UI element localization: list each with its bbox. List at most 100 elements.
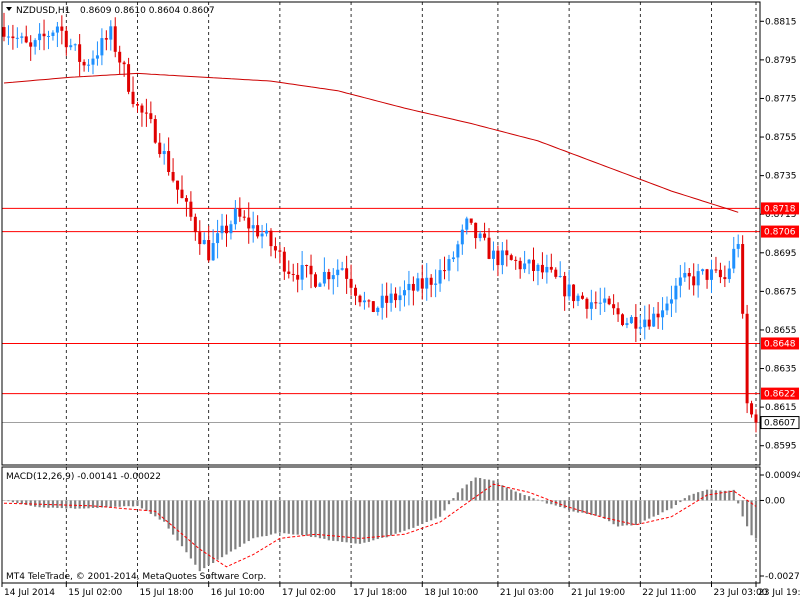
y-tick-label: 0.8795 — [765, 56, 797, 66]
candle-body — [144, 112, 148, 114]
candle-body — [621, 314, 625, 326]
candle-body — [282, 251, 286, 272]
y-tick-label: 0.8655 — [765, 326, 797, 336]
candle-body — [251, 225, 255, 229]
candle-body — [523, 263, 527, 270]
candle-body — [710, 269, 714, 280]
candle-body — [51, 32, 55, 36]
current-price-box — [760, 416, 800, 430]
candle-body — [469, 218, 473, 223]
candle-body — [456, 244, 460, 258]
candle-body — [607, 298, 611, 305]
candle-body — [55, 26, 59, 33]
candle-body — [745, 313, 749, 404]
candle-body — [73, 44, 77, 46]
candle-body — [260, 233, 264, 237]
level-price-box — [761, 387, 799, 400]
candle-body — [683, 272, 687, 278]
candle-body — [496, 250, 500, 266]
candle-body — [149, 113, 153, 120]
candle-body — [100, 38, 104, 56]
candle-body — [2, 27, 6, 37]
candle-body — [176, 180, 180, 190]
horizontal-levels — [2, 207, 760, 424]
candle-body — [718, 269, 722, 278]
candle-body — [140, 105, 144, 113]
candle-body — [750, 403, 754, 415]
candle-body — [727, 268, 731, 280]
candle-body — [741, 244, 745, 314]
x-tick-label: 23 Jul 19:00 — [758, 588, 800, 598]
candle-body — [189, 201, 193, 217]
candle-body — [153, 119, 157, 143]
candle-body — [527, 259, 531, 264]
candle-body — [376, 307, 380, 312]
candle-body — [652, 313, 656, 327]
candle-body — [687, 272, 691, 277]
candle-body — [278, 250, 282, 252]
candle-body — [358, 295, 362, 303]
copyright-label: MT4 TeleTrade, © 2001-2014, MetaQuotes S… — [6, 572, 266, 582]
candle-body — [732, 248, 736, 269]
x-tick-label: 16 Jul 10:00 — [211, 588, 265, 598]
candle-body — [420, 278, 424, 289]
candle-body — [291, 273, 295, 275]
candle-body — [127, 64, 131, 92]
candle-body — [478, 233, 482, 239]
candle-body — [380, 295, 384, 308]
candle-body — [429, 277, 433, 285]
candle-body — [532, 259, 536, 271]
candle-body — [661, 310, 665, 318]
candle-body — [554, 269, 558, 277]
candle-body — [634, 316, 638, 329]
candle-body — [362, 300, 366, 303]
candle-body — [24, 36, 28, 43]
y-tick-label: 0.8695 — [765, 249, 797, 259]
candle-body — [612, 304, 616, 309]
current-price-label: 0.8607 — [764, 419, 796, 429]
candle-body — [309, 265, 313, 275]
candle-body — [714, 269, 718, 271]
level-price-box — [761, 225, 799, 238]
candle-body — [487, 237, 491, 259]
x-tick-label: 15 Jul 02:00 — [68, 588, 122, 598]
candle-body — [331, 275, 335, 280]
chart-menu-triangle-icon[interactable] — [6, 7, 12, 11]
candle-body — [162, 151, 166, 155]
candle-body — [322, 271, 326, 284]
candle-body — [158, 142, 162, 155]
x-tick-label: 14 Jul 2014 — [4, 588, 55, 598]
y-tick-label: 0.8755 — [765, 133, 797, 143]
candle-body — [109, 26, 113, 40]
candle-body — [701, 269, 705, 272]
candle-body — [354, 287, 358, 296]
macd-y-tick-label: 0.00094 — [765, 471, 800, 481]
candle-body — [202, 239, 206, 245]
candle-body — [407, 283, 411, 291]
candle-body — [29, 42, 33, 47]
candle-body — [233, 208, 237, 225]
candles — [2, 12, 758, 433]
macd-indicator — [2, 477, 760, 572]
price-panel-frame — [1, 1, 761, 466]
candle-body — [184, 198, 188, 202]
candle-body — [118, 51, 122, 63]
candle-body — [402, 290, 406, 296]
candle-body — [625, 323, 629, 326]
candle-body — [603, 298, 607, 303]
candle-body — [514, 259, 518, 261]
candle-body — [15, 37, 19, 39]
candle-body — [287, 271, 291, 274]
level-price-box — [761, 202, 799, 215]
macd-y-tick-label: -0.00279 — [765, 572, 800, 582]
y-tick-label: 0.8635 — [765, 365, 797, 375]
macd-y-tick-label: 0.00 — [765, 496, 785, 506]
candle-body — [545, 266, 549, 273]
candle-body — [411, 283, 415, 291]
x-tick-label: 21 Jul 19:00 — [571, 588, 625, 598]
candle-body — [692, 276, 696, 286]
x-tick-label: 17 Jul 02:00 — [282, 588, 336, 598]
candle-body — [327, 271, 331, 280]
candle-body — [563, 275, 567, 297]
x-tick-label: 17 Jul 18:00 — [353, 588, 407, 598]
